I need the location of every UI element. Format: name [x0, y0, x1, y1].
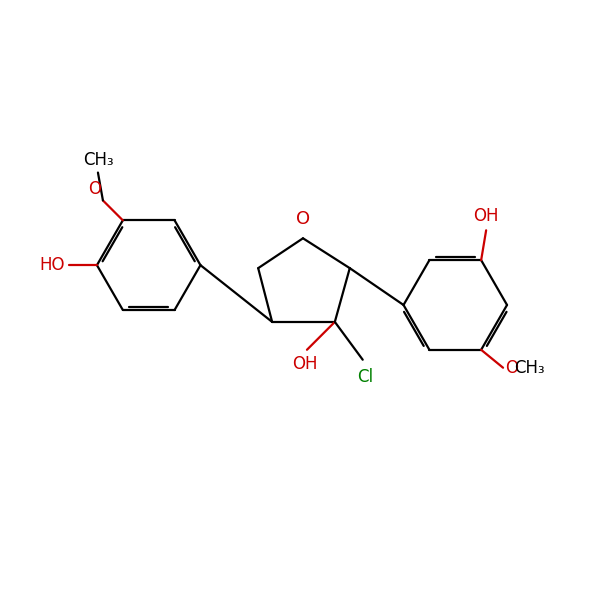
Text: CH₃: CH₃ — [514, 359, 545, 377]
Text: HO: HO — [40, 256, 65, 274]
Text: O: O — [296, 211, 310, 229]
Text: Cl: Cl — [356, 368, 373, 386]
Text: OH: OH — [473, 208, 499, 226]
Text: O: O — [88, 181, 101, 199]
Text: OH: OH — [292, 355, 318, 373]
Text: O: O — [505, 359, 518, 377]
Text: CH₃: CH₃ — [83, 151, 113, 169]
